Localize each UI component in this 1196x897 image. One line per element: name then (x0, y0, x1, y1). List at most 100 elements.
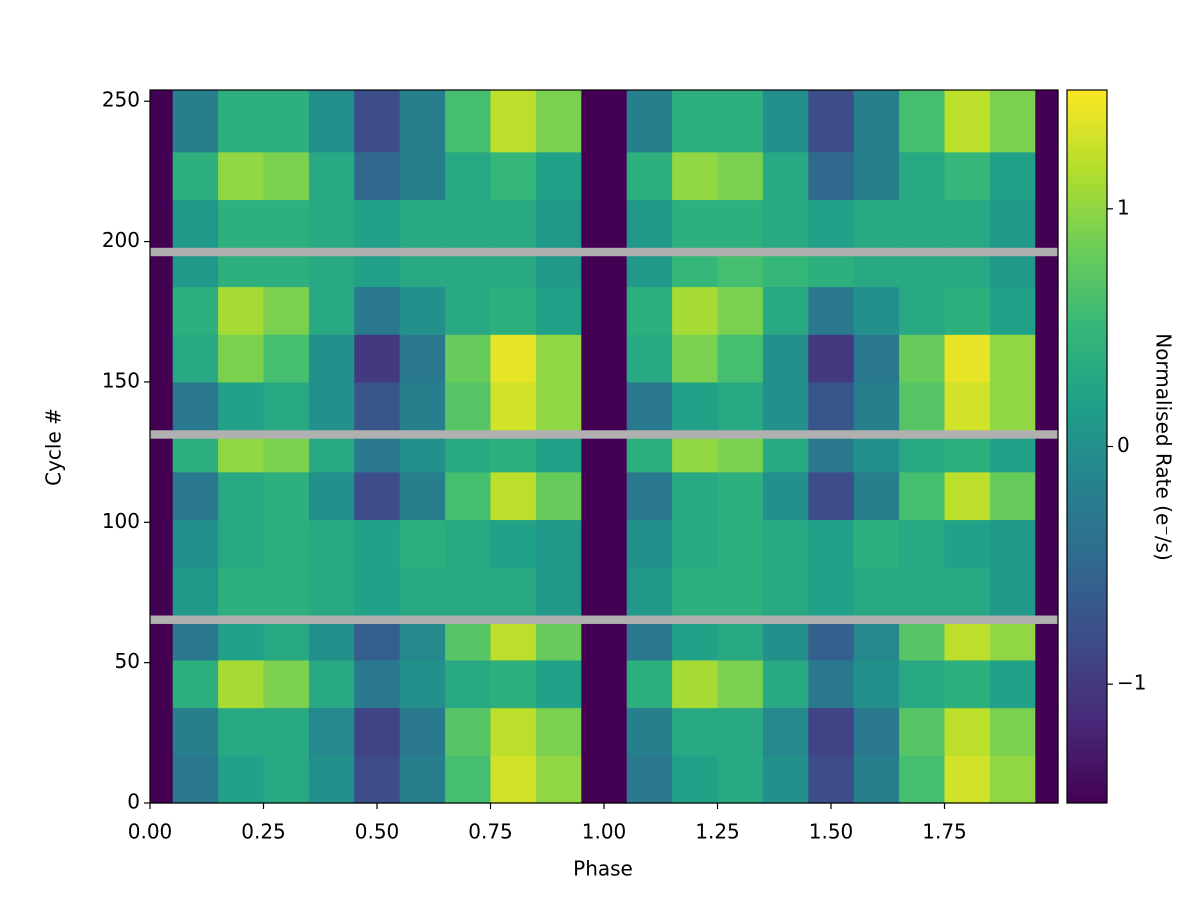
heatmap-cell (717, 567, 764, 616)
y-tick-label: 0 (127, 790, 140, 814)
heatmap-cell (989, 151, 1036, 201)
heatmap-cell (263, 286, 310, 335)
missing-cell (581, 614, 628, 624)
heatmap-cell (263, 334, 310, 383)
missing-cell (399, 614, 446, 624)
heatmap-cell (308, 286, 355, 335)
missing-cell (308, 247, 355, 257)
colorbar-tick-label: 0 (1117, 433, 1130, 457)
heatmap-cell (218, 199, 265, 248)
heatmap-cell (399, 567, 446, 616)
heatmap-cell (853, 199, 900, 248)
heatmap-cell (899, 286, 946, 335)
heatmap-cell (490, 90, 537, 153)
heatmap-cell (989, 755, 1036, 804)
missing-cell (445, 247, 492, 257)
missing-cell (808, 614, 855, 624)
missing-cell (150, 429, 174, 439)
heatmap-cell (490, 438, 537, 473)
heatmap-cell (263, 151, 310, 201)
heatmap-cell (172, 567, 219, 616)
heatmap-cell (581, 438, 628, 473)
heatmap-cell (150, 438, 174, 473)
heatmap-cell (762, 623, 809, 661)
heatmap-cell (490, 381, 537, 431)
heatmap-cell (899, 381, 946, 431)
heatmap-cell (150, 199, 174, 248)
heatmap-cell (218, 707, 265, 756)
heatmap-cell (354, 286, 401, 335)
heatmap-cell (808, 438, 855, 473)
heatmap-cell (626, 90, 673, 153)
heatmap-cell (672, 623, 719, 661)
heatmap-cell (808, 707, 855, 756)
colorbar-tick-label: 1 (1117, 195, 1130, 219)
heatmap-cell (445, 519, 492, 568)
heatmap-cell (218, 255, 265, 288)
heatmap-cell (150, 755, 174, 804)
heatmap-cell (172, 381, 219, 431)
heatmap-cell (717, 707, 764, 756)
heatmap-cell (944, 623, 991, 661)
colorbar-label: Normalised Rate (e⁻/s) (1152, 333, 1176, 561)
heatmap-cell (490, 334, 537, 383)
heatmap-cell (308, 151, 355, 201)
heatmap-cell (762, 438, 809, 473)
heatmap-cell (399, 438, 446, 473)
heatmap-cell (445, 659, 492, 709)
heatmap-cell (717, 438, 764, 473)
heatmap-cell (762, 707, 809, 756)
heatmap-cell (535, 519, 582, 568)
heatmap-cell (581, 255, 628, 288)
missing-cell (808, 429, 855, 439)
heatmap-cell (150, 567, 174, 616)
heatmap-cell (717, 199, 764, 248)
heatmap-cell (263, 199, 310, 248)
heatmap-cell (535, 471, 582, 521)
heatmap-cell (354, 90, 401, 153)
heatmap-cell (944, 334, 991, 383)
heatmap-cell (150, 707, 174, 756)
missing-cell (150, 247, 174, 257)
heatmap-cell (172, 255, 219, 288)
heatmap-cell (172, 334, 219, 383)
heatmap-cell (581, 659, 628, 709)
heatmap-cell (944, 755, 991, 804)
heatmap-cell (399, 90, 446, 153)
heatmap-cell (399, 659, 446, 709)
heatmap-cell (308, 707, 355, 756)
heatmap-cell (263, 255, 310, 288)
heatmap-cell (150, 471, 174, 521)
heatmap-cell (354, 707, 401, 756)
heatmap-cell (354, 755, 401, 804)
heatmap-cell (445, 334, 492, 383)
heatmap-cell (672, 381, 719, 431)
heatmap-cell (989, 519, 1036, 568)
missing-cell (1035, 429, 1059, 439)
heatmap-cell (490, 659, 537, 709)
heatmap-cell (853, 623, 900, 661)
heatmap-cell (853, 151, 900, 201)
missing-cell (899, 247, 946, 257)
heatmap-cell (535, 255, 582, 288)
colorbar (1066, 89, 1108, 804)
heatmap-cell (989, 255, 1036, 288)
heatmap-cell (308, 471, 355, 521)
heatmap-cell (535, 707, 582, 756)
heatmap-cell (944, 90, 991, 153)
heatmap-cell (218, 659, 265, 709)
heatmap-cell (445, 471, 492, 521)
heatmap-cell (944, 286, 991, 335)
heatmap-cell (853, 255, 900, 288)
heatmap-cell (490, 255, 537, 288)
heatmap-cell (263, 438, 310, 473)
missing-cell (989, 614, 1036, 624)
x-axis-label: Phase (573, 857, 633, 881)
heatmap-cell (218, 519, 265, 568)
heatmap-cell (1035, 707, 1059, 756)
heatmap-cell (172, 623, 219, 661)
missing-cell (218, 429, 265, 439)
heatmap-cell (944, 151, 991, 201)
heatmap-cell (308, 199, 355, 248)
